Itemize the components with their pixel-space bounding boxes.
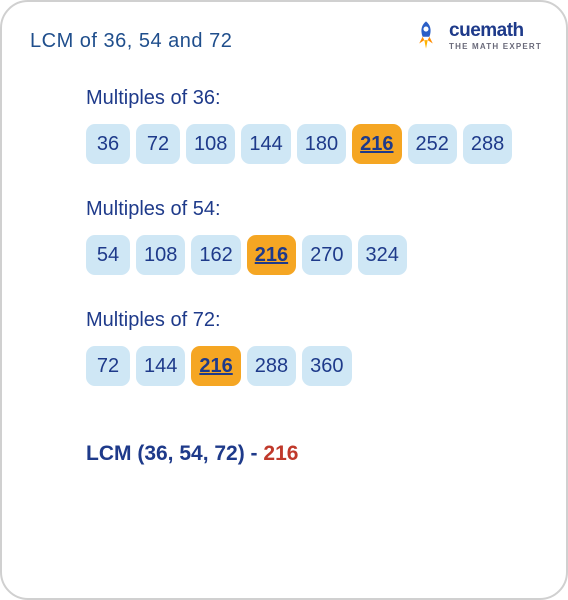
multiple-chip-highlight: 216 (247, 235, 296, 275)
multiple-chip: 360 (302, 346, 351, 386)
multiples-section: Multiples of 54: 54108162216270324 (86, 198, 546, 275)
logo-text-wrap: cuemath THE MATH EXPERT (449, 20, 542, 51)
multiple-chip: 288 (247, 346, 296, 386)
multiple-chip: 288 (463, 124, 512, 164)
multiple-chip-highlight: 216 (352, 124, 401, 164)
multiple-chip: 108 (186, 124, 235, 164)
multiple-chip: 252 (408, 124, 457, 164)
section-label: Multiples of 72: (86, 309, 546, 332)
chip-row: 72144216288360 (86, 346, 546, 386)
result-line: LCM (36, 54, 72) - 216 (86, 442, 546, 466)
multiple-chip: 54 (86, 235, 130, 275)
multiple-chip: 144 (136, 346, 185, 386)
multiples-section: Multiples of 72: 72144216288360 (86, 309, 546, 386)
multiple-chip: 162 (191, 235, 240, 275)
multiple-chip: 72 (86, 346, 130, 386)
multiple-chip: 108 (136, 235, 185, 275)
multiple-chip: 36 (86, 124, 130, 164)
multiple-chip: 270 (302, 235, 351, 275)
multiple-chip: 324 (358, 235, 407, 275)
brand-logo: cuemath THE MATH EXPERT (409, 18, 542, 52)
section-label: Multiples of 36: (86, 87, 546, 110)
result-value: 216 (263, 442, 298, 465)
multiple-chip: 180 (297, 124, 346, 164)
multiples-section: Multiples of 36: 3672108144180216252288 (86, 87, 546, 164)
sections-wrapper: Multiples of 36:3672108144180216252288Mu… (30, 87, 546, 386)
chip-row: 54108162216270324 (86, 235, 546, 275)
multiple-chip: 72 (136, 124, 180, 164)
section-label: Multiples of 54: (86, 198, 546, 221)
logo-text: cuemath (449, 20, 542, 42)
figure-container: LCM of 36, 54 and 72 cuemath THE MATH EX… (0, 0, 568, 600)
chip-row: 3672108144180216252288 (86, 124, 546, 164)
multiple-chip-highlight: 216 (191, 346, 240, 386)
rocket-icon (409, 18, 443, 52)
result-label: LCM (36, 54, 72) - (86, 442, 263, 465)
multiple-chip: 144 (241, 124, 290, 164)
logo-tagline: THE MATH EXPERT (449, 42, 542, 51)
